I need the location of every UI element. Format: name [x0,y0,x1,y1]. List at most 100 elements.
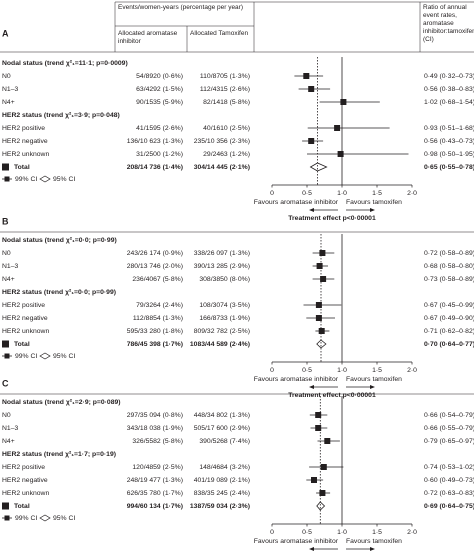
tam-cell: 390/5268 (7·4%) [199,438,250,445]
tam-cell: 1387/59 034 (2·3%) [190,503,250,510]
ratio-cell: 0·67 (0·45–0·99) [424,302,474,309]
tam-cell: 505/17 600 (2·9%) [194,425,250,432]
x-tick-label: 0 [270,367,274,374]
ratio-cell: 0·56 (0·43–0·73) [424,138,474,145]
arrow-head [309,547,314,551]
tam-cell: 448/34 802 (1·3%) [194,412,250,419]
ratio-square [311,477,317,483]
tam-cell: 838/35 245 (2·4%) [194,490,250,497]
tam-cell: 1083/44 589 (2·4%) [190,341,250,348]
group-heading: Nodal status (trend χ²₁=0·0; p=0·99) [2,237,117,244]
events-header: Events/women-years (percentage per year) [118,4,244,11]
ratio-square [315,302,322,308]
x-tick-label: 0 [270,529,274,536]
ratio-cell: 0·93 (0·51–1·68) [424,125,474,132]
row-label: N4+ [2,99,15,106]
ai-cell: 248/19 477 (1·3%) [127,477,183,484]
ai-cell: 786/45 398 (1·7%) [127,341,183,348]
row-label: Total [14,341,30,348]
x-tick-label: 1·0 [337,529,347,536]
ai-cell: 243/26 174 (0·9%) [127,250,183,257]
row-label: N1–3 [2,86,18,93]
tam-cell: 401/19 089 (2·1%) [194,477,250,484]
ratio-cell: 0·73 (0·58–0·89) [424,276,474,283]
arrow-head [370,208,375,212]
row-label: N0 [2,412,11,419]
arrow-head [309,208,314,212]
ai-cell: 595/33 280 (1·8%) [127,328,183,335]
ratio-header: Ratio of annual event rates, aromatase i… [423,4,474,43]
total-marker [2,502,9,510]
tam-cell: 110/8705 (1·3%) [200,73,250,80]
ratio-square [315,412,322,418]
tam-cell: 304/14 445 (2·1%) [194,164,250,171]
total-diamond [316,339,327,349]
tam-cell: 809/32 782 (2·5%) [194,328,250,335]
row-label: N4+ [2,276,15,283]
favours-left: Favours aromatase inhibitor [254,538,339,545]
ai-cell: 41/1595 (2·6%) [136,125,183,132]
ratio-cell: 0·72 (0·58–0·89) [424,250,474,257]
ratio-square [340,99,347,105]
ratio-cell: 0·60 (0·49–0·73) [424,477,474,484]
row-label: Total [14,503,30,510]
ratio-square [316,263,323,269]
row-label: N1–3 [2,425,18,432]
ratio-cell: 0·67 (0·49–0·90) [424,315,474,322]
tam-cell: 235/10 356 (2·3%) [194,138,250,145]
total-marker [2,163,9,171]
x-tick-label: 1·5 [372,190,382,197]
ai-cell: 326/5582 (5·8%) [132,438,183,445]
favours-right: Favours tamoxifen [346,538,402,545]
tam-cell: 308/3850 (8·0%) [199,276,250,283]
total-diamond [316,501,326,511]
ai-cell: 297/35 094 (0·8%) [127,412,183,419]
x-tick-label: 1·0 [337,367,347,374]
ai-cell: 79/3264 (2·4%) [136,302,183,309]
tam-cell: 29/2463 (1·2%) [203,151,250,158]
x-tick-label: 2·0 [407,190,417,197]
group-heading: HER2 status (trend χ²₁=1·7; p=0·19) [2,451,116,458]
ai-cell: 54/8920 (0·6%) [136,73,183,80]
ai-cell: 343/18 038 (1·9%) [127,425,183,432]
favours-right: Favours tamoxifen [346,199,402,206]
row-label: HER2 positive [2,125,45,132]
ratio-cell: 0·56 (0·38–0·83) [424,86,474,93]
x-tick-label: 0·5 [302,190,312,197]
treatment-effect: Treatment effect p<0·00001 [288,392,376,399]
legend-diamond [39,175,51,183]
legend-diamond [39,352,51,360]
tam-header: Allocated Tamoxifen [190,30,249,37]
ai-cell: 112/8854 (1·3%) [133,315,183,322]
legend-label: 99% CI [15,176,37,183]
panel-letter: A [2,28,9,38]
legend-square [4,353,10,359]
arrow-head [309,385,314,389]
total-diamond [309,162,328,172]
ratio-cell: 0·79 (0·65–0·97) [424,438,474,445]
row-label: HER2 unknown [2,151,49,158]
group-heading: Nodal status (trend χ²₁=11·1; p=0·0009) [2,60,128,67]
ai-cell: 90/1535 (5·9%) [136,99,183,106]
tam-cell: 82/1418 (5·8%) [203,99,250,106]
row-label: Total [14,164,30,171]
legend-label: 95% CI [53,353,75,360]
row-label: HER2 negative [2,477,48,484]
ratio-square [308,86,315,92]
x-tick-label: 1·5 [372,367,382,374]
tam-cell: 166/8733 (1·9%) [199,315,250,322]
ratio-cell: 0·68 (0·58–0·80) [424,263,474,270]
x-tick-label: 1·5 [372,529,382,536]
ai-cell: 63/4292 (1·5%) [136,86,183,93]
group-heading: Nodal status (trend χ²₁=2·9; p=0·089) [2,399,121,406]
ratio-cell: 0·98 (0·50–1·95) [424,151,474,158]
x-tick-label: 1·0 [337,190,347,197]
ratio-cell: 0·66 (0·55–0·79) [424,425,474,432]
legend-label: 99% CI [15,515,37,522]
row-label: N1–3 [2,263,18,270]
panel-letter: C [2,378,9,388]
group-heading: HER2 status (trend χ²₁=0·0; p=0·99) [2,289,116,296]
favours-right: Favours tamoxifen [346,376,402,383]
legend-square [4,176,10,182]
